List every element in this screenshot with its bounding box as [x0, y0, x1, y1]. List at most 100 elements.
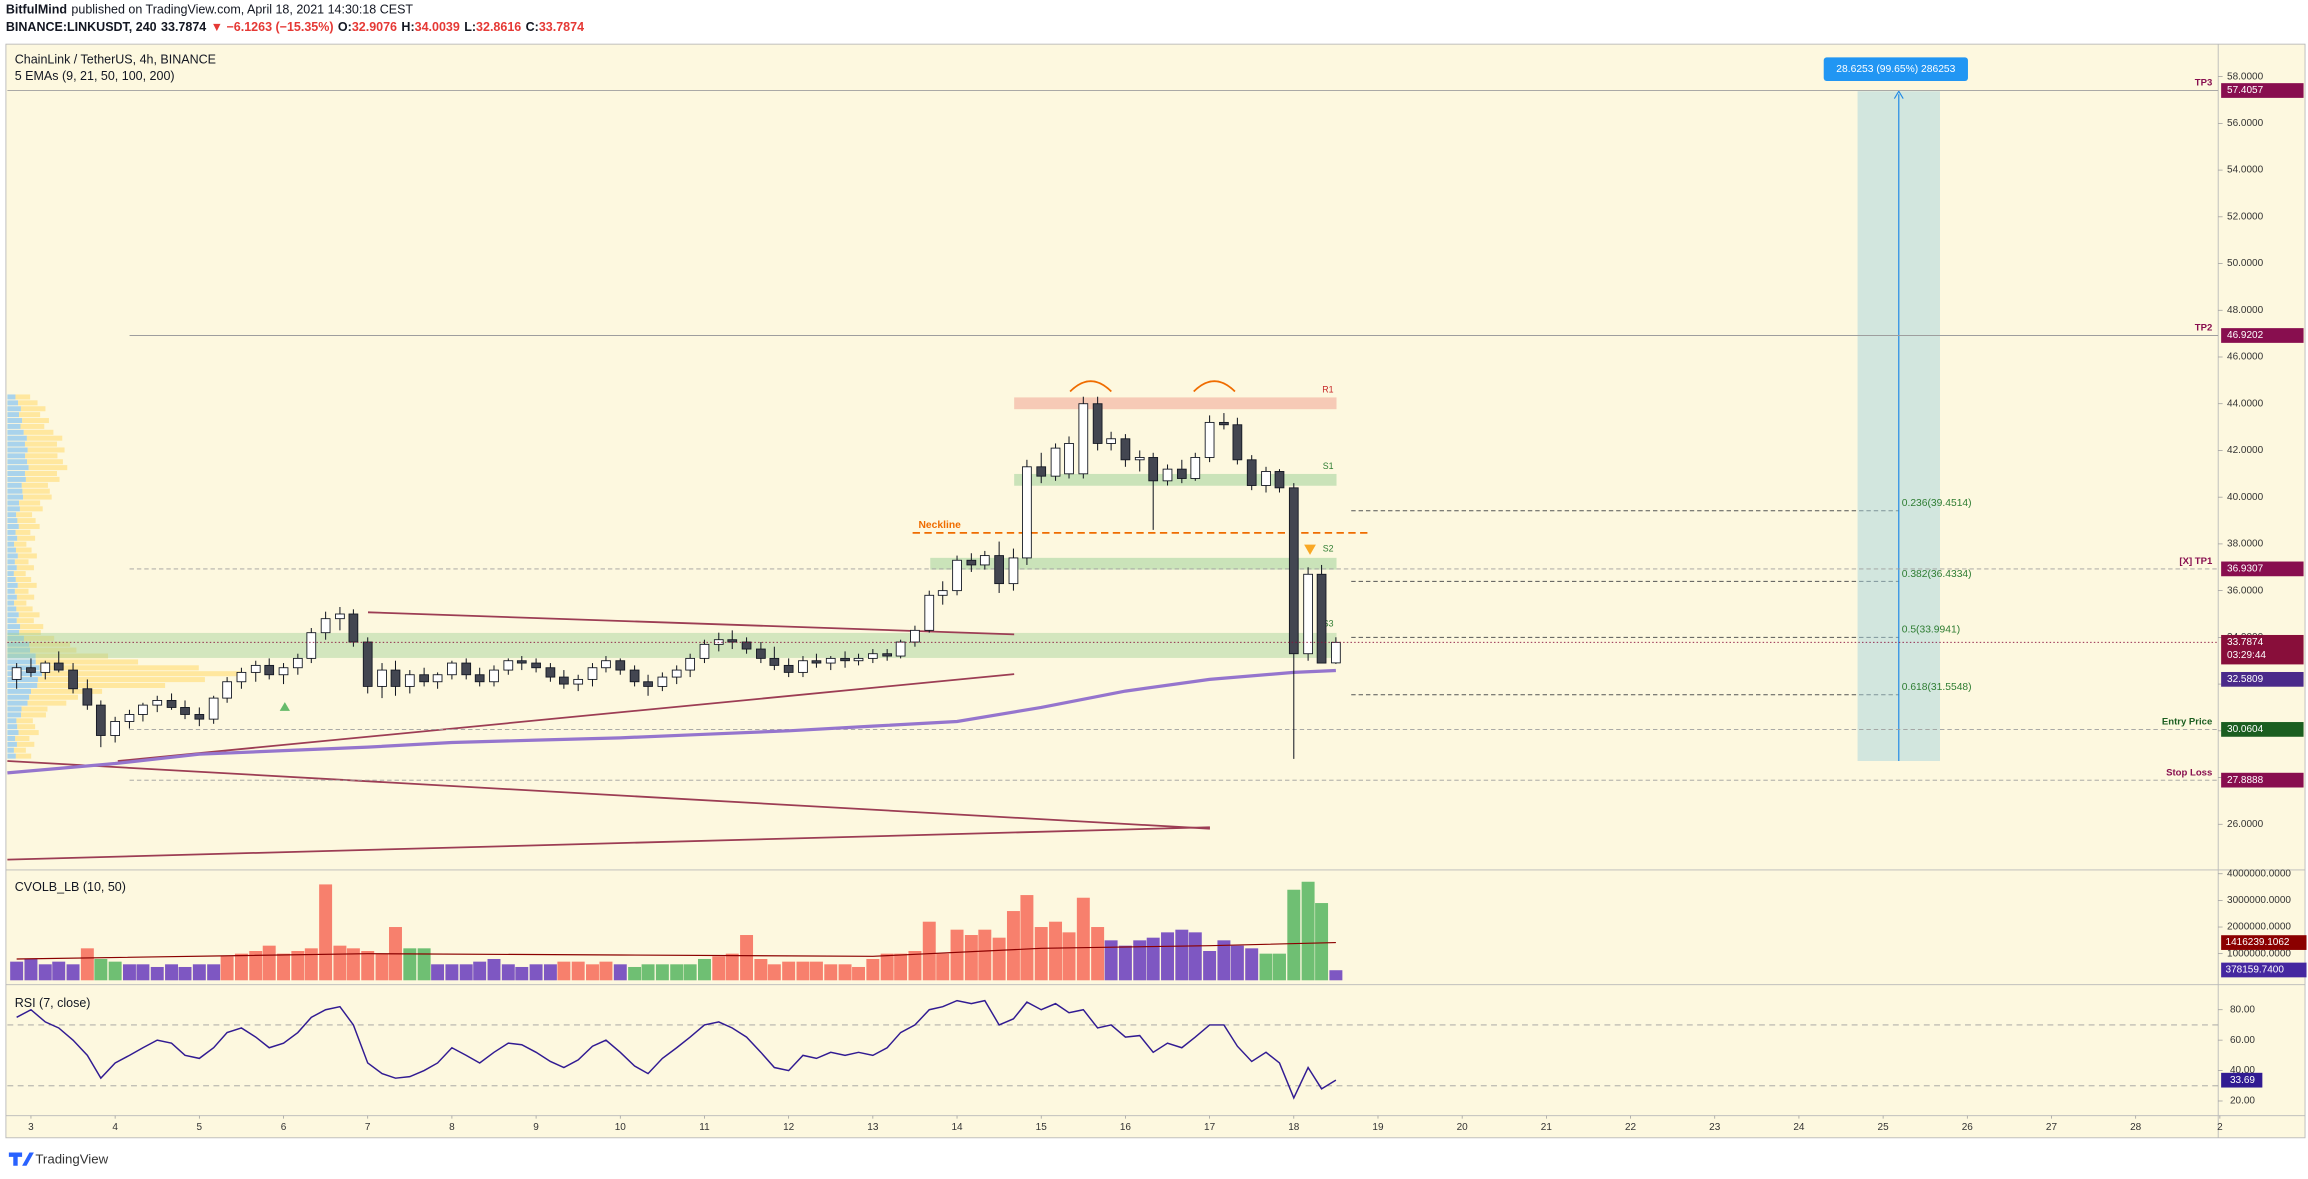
- candle-body: [643, 681, 653, 687]
- profile-bar: [7, 576, 16, 582]
- profile-bar: [7, 441, 25, 447]
- profile-bar: [7, 471, 25, 477]
- profile-bar: [16, 594, 35, 600]
- volume-bar: [1315, 903, 1329, 981]
- volume-bar: [529, 964, 543, 981]
- profile-bar: [7, 524, 19, 530]
- candle-body: [629, 669, 640, 683]
- profile-bar: [7, 559, 15, 565]
- candle-body: [250, 664, 261, 673]
- volume-bar: [796, 961, 810, 981]
- y-tick-label: 58.0000: [2227, 71, 2264, 82]
- fib-label: 0.382(36.4334): [1902, 569, 1972, 580]
- y-tick-label: 48.0000: [2227, 305, 2264, 316]
- volume-bar: [333, 945, 347, 981]
- y-tick-label: 54.0000: [2227, 165, 2264, 176]
- volume-bar: [697, 958, 711, 981]
- candle-body: [769, 657, 780, 666]
- ohlc-key: L:: [464, 20, 476, 34]
- volume-bar: [1118, 945, 1132, 981]
- profile-bar: [17, 518, 36, 524]
- volume-bar: [670, 964, 684, 981]
- ma-box: [2221, 935, 2307, 950]
- volume-bar: [1273, 953, 1286, 981]
- candle-body: [390, 669, 401, 687]
- ohlc-value: 32.8616: [476, 20, 521, 34]
- profile-bar: [23, 494, 52, 500]
- profile-bar: [30, 688, 103, 694]
- volume-bar: [178, 966, 192, 981]
- fib-label: 0.618(31.5548): [1902, 682, 1972, 693]
- profile-bar: [15, 753, 32, 759]
- profile-bar: [7, 706, 22, 712]
- volume-bar: [80, 948, 94, 981]
- candle-body: [1022, 466, 1032, 559]
- signal-triangle: [279, 702, 290, 711]
- x-tick-label: 14: [951, 1122, 963, 1133]
- level-name: [X] TP1: [2179, 556, 2213, 567]
- profile-bar: [7, 730, 19, 736]
- candle-body: [489, 669, 499, 683]
- candle-body: [727, 639, 738, 643]
- volume-bar: [754, 958, 768, 981]
- profile-bar: [18, 412, 41, 418]
- ohlc-key: O:: [338, 20, 352, 34]
- profile-bar: [7, 624, 21, 630]
- volume-bar: [220, 956, 234, 981]
- profile-bar: [7, 547, 16, 553]
- profile-bar: [7, 682, 38, 688]
- candle-body: [882, 653, 893, 657]
- candle-body: [1106, 438, 1116, 444]
- candle-body: [657, 676, 668, 687]
- candle-body: [110, 721, 121, 736]
- volume-bar: [66, 964, 80, 981]
- level-box: [2221, 83, 2304, 98]
- profile-bar: [7, 406, 21, 412]
- candle-body: [138, 704, 148, 715]
- x-tick-label: 18: [1288, 1122, 1300, 1133]
- trend-lines: [7, 611, 1210, 861]
- volume-bar: [1259, 953, 1273, 981]
- y-tick-label: 80.00: [2230, 1004, 2255, 1015]
- volume-bar: [543, 964, 557, 981]
- profile-bar: [19, 506, 43, 512]
- candle-body: [1050, 447, 1061, 477]
- level-box: [2221, 722, 2304, 737]
- candle-body: [825, 657, 836, 664]
- candle-body: [699, 643, 710, 659]
- x-tick-label: 10: [615, 1122, 627, 1133]
- fib-lines: [1351, 510, 1899, 696]
- x-tick-label: 12: [783, 1122, 795, 1133]
- profile-bar: [7, 418, 23, 424]
- candle-body: [1331, 641, 1341, 664]
- candle-body: [419, 674, 429, 683]
- x-tick-label: 2: [2217, 1122, 2223, 1133]
- volume-bar: [1091, 927, 1105, 981]
- x-tick-label: 13: [867, 1122, 879, 1133]
- profile-bar: [7, 747, 14, 753]
- profile-bar: [7, 718, 17, 724]
- y-tick-label: 56.0000: [2227, 118, 2264, 129]
- fib-label: 0.236(39.4514): [1902, 498, 1972, 509]
- candle-body: [545, 667, 556, 678]
- candle-body: [531, 662, 541, 669]
- y-tick-label: 26.0000: [2227, 819, 2264, 830]
- volume-bar: [880, 953, 894, 981]
- candle-body: [798, 660, 808, 673]
- candle-body: [474, 674, 485, 683]
- x-tick-label: 9: [533, 1122, 539, 1133]
- level-value: 27.8888: [2227, 775, 2264, 786]
- x-tick-label: 7: [365, 1122, 371, 1133]
- candle-body: [292, 657, 303, 669]
- candle-body: [53, 662, 64, 671]
- logo: [8, 1152, 34, 1166]
- candle-body: [377, 669, 387, 687]
- profile-bar: [22, 488, 50, 494]
- profile-bar: [7, 400, 19, 406]
- profile-bar: [7, 512, 17, 518]
- profile-bar: [7, 476, 26, 482]
- x-tick-label: 3: [28, 1122, 34, 1133]
- candle-body: [1219, 421, 1229, 426]
- y-tick-label: 3000000.0000: [2227, 895, 2291, 906]
- trend-line: [7, 760, 1210, 830]
